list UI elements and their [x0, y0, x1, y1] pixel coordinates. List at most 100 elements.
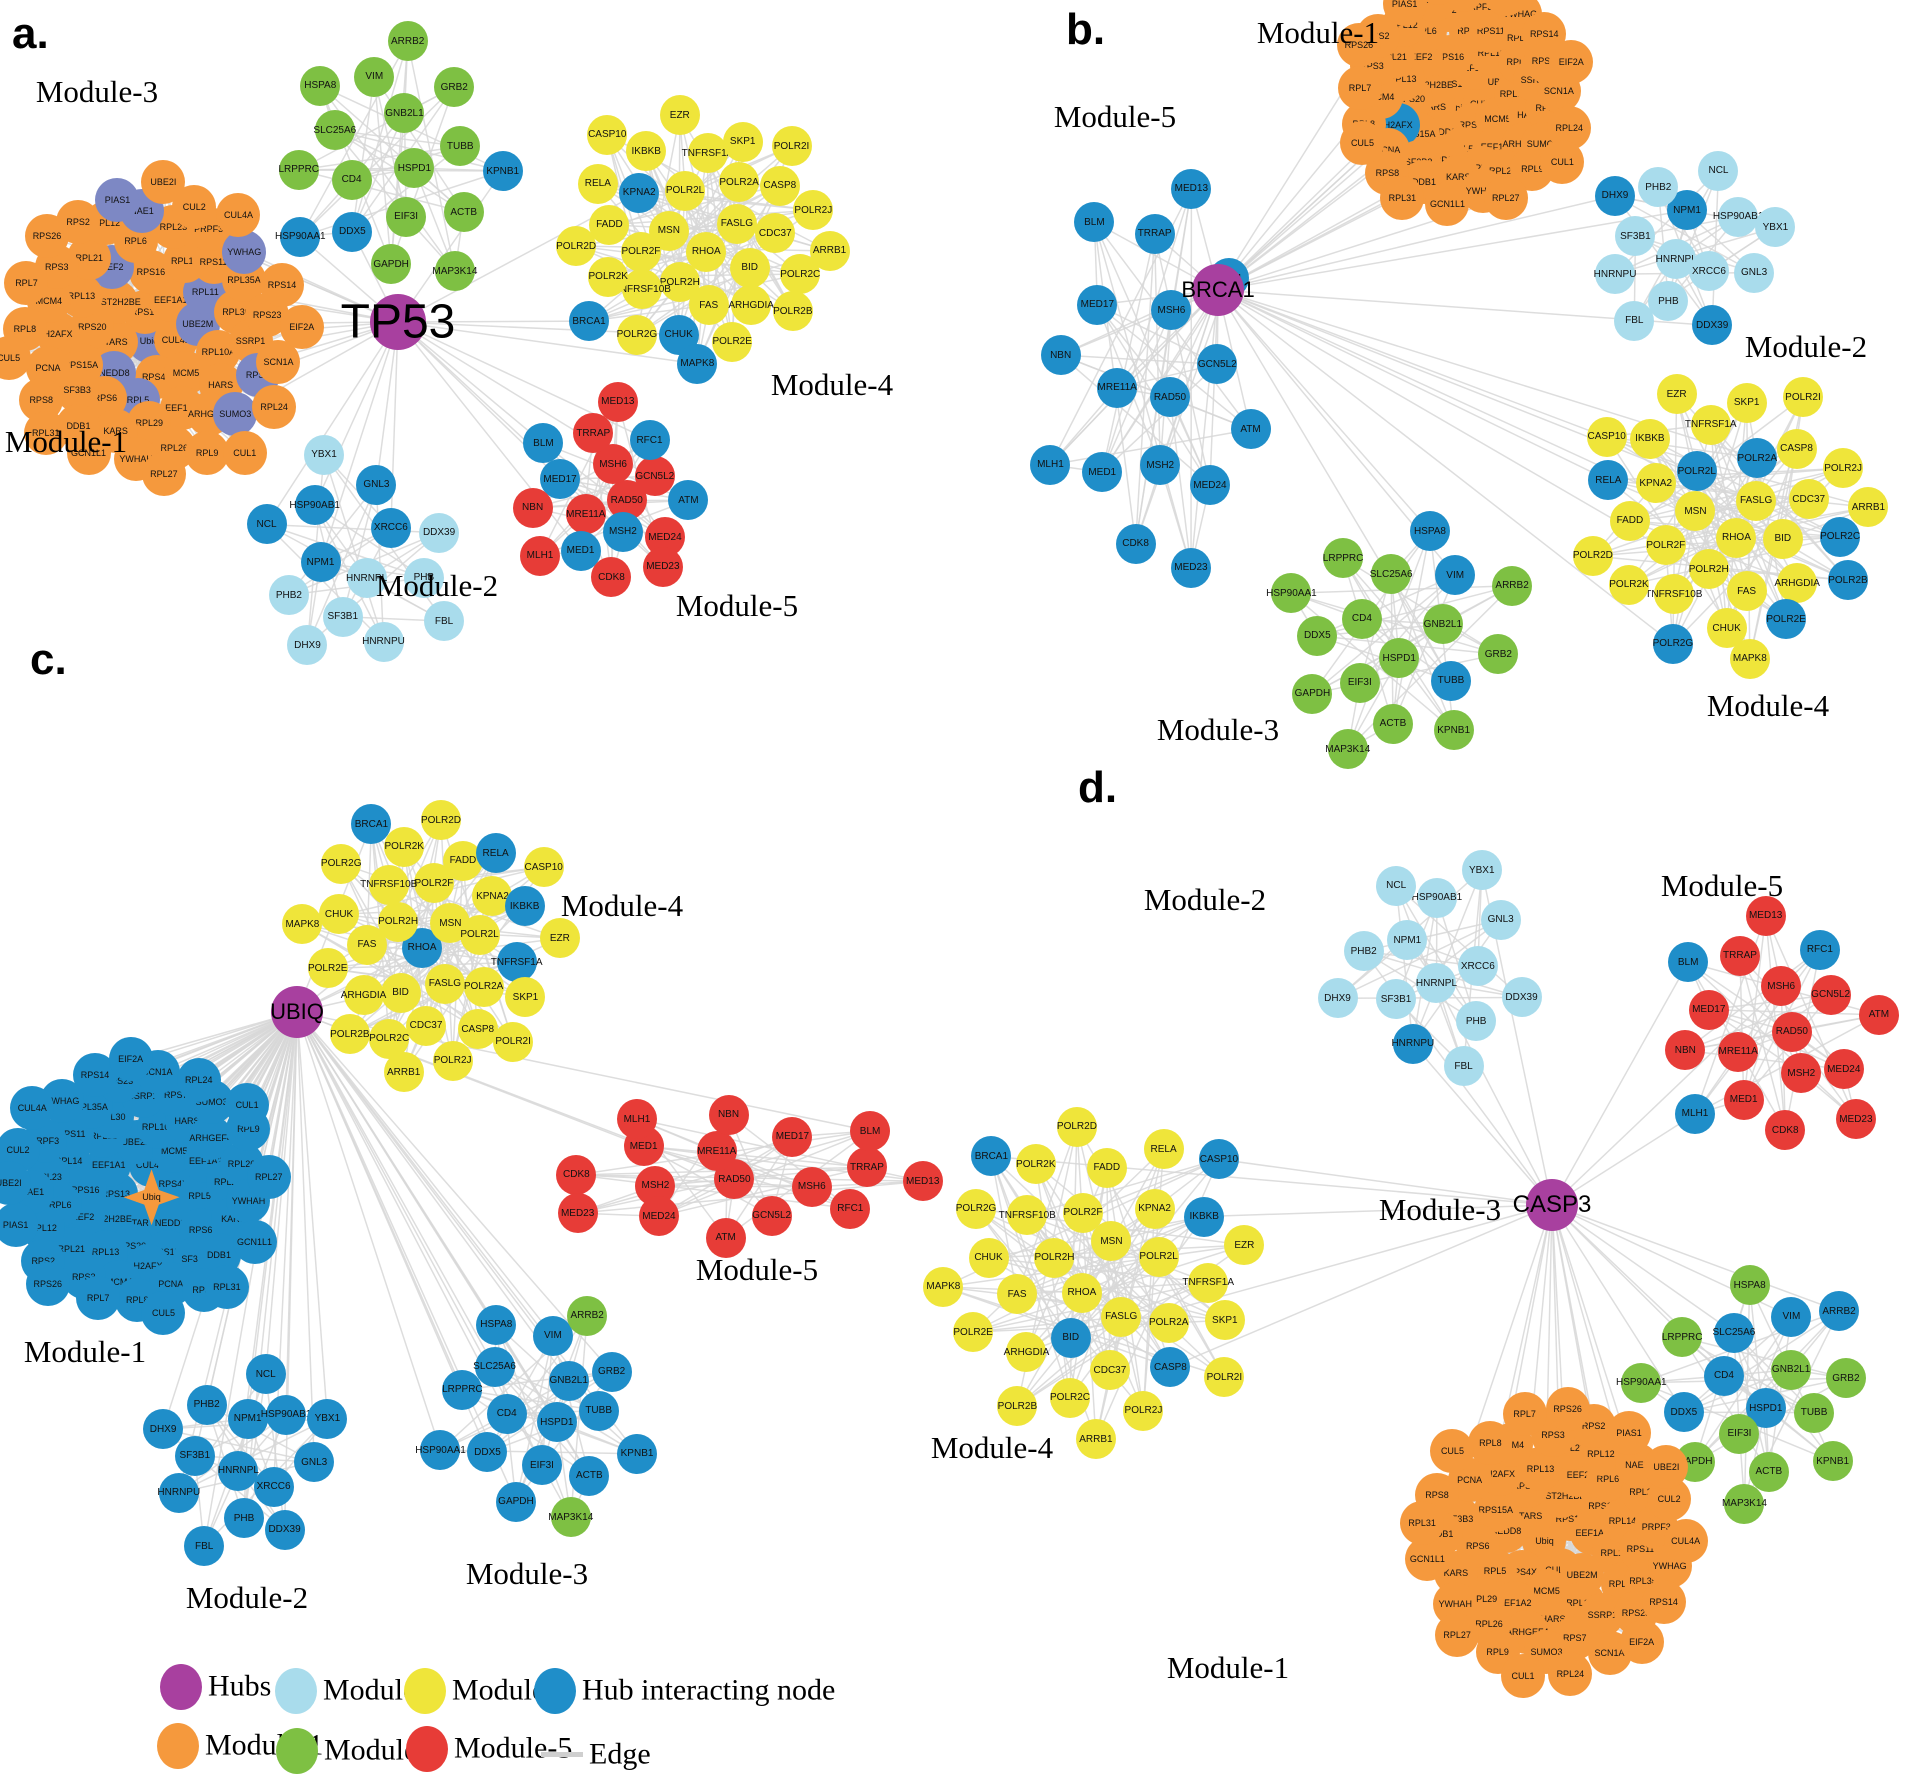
node-polr2f[interactable]: POLR2F: [620, 231, 661, 272]
node-med17[interactable]: MED17: [1077, 284, 1118, 325]
node-map3k14[interactable]: MAP3K14: [1325, 729, 1370, 769]
node-med1[interactable]: MED1: [1082, 452, 1123, 493]
node-tnfrsf1a[interactable]: TNFRSF1A: [682, 133, 733, 174]
node-tnfrsf1a[interactable]: TNFRSF1A: [1685, 404, 1737, 445]
node-blm[interactable]: BLM: [1668, 942, 1709, 983]
node-gcn5l2[interactable]: GCN5L2: [751, 1195, 792, 1236]
node-polr2e[interactable]: POLR2E: [712, 321, 753, 362]
node-cd4[interactable]: CD4: [486, 1393, 527, 1434]
node-pias1[interactable]: PIAS1: [95, 178, 140, 223]
node-rpl24[interactable]: RPL24: [176, 1058, 221, 1103]
node-pias1[interactable]: PIAS1: [1607, 1411, 1651, 1456]
node-dhx9[interactable]: DHX9: [1317, 978, 1358, 1019]
node-ddx5[interactable]: DDX5: [332, 211, 373, 252]
node-polr2i[interactable]: POLR2I: [493, 1021, 534, 1062]
node-rps26[interactable]: RPS26: [24, 213, 69, 258]
node-trrap[interactable]: TRRAP: [846, 1147, 887, 1188]
hub-node-ubiq[interactable]: [271, 986, 323, 1038]
node-phb[interactable]: PHB: [403, 557, 444, 598]
node-polr2b[interactable]: POLR2B: [772, 291, 813, 332]
node-cdc37[interactable]: CDC37: [1788, 479, 1829, 520]
node-vim[interactable]: VIM: [354, 56, 395, 97]
node-polr2d[interactable]: POLR2D: [1056, 1106, 1097, 1147]
node-hsp90ab1[interactable]: HSP90AB1: [289, 485, 340, 526]
node-hspa8[interactable]: HSPA8: [476, 1304, 517, 1345]
hub-node-tp53[interactable]: [370, 294, 426, 350]
node-skp1[interactable]: SKP1: [722, 121, 763, 162]
node-mapk8[interactable]: MAPK8: [677, 343, 718, 384]
node-lrpprc[interactable]: LRPPRC: [1323, 538, 1363, 579]
node-casp10[interactable]: CASP10: [1586, 416, 1627, 457]
node-polr2b[interactable]: POLR2B: [1827, 560, 1868, 601]
node-hsp90ab1[interactable]: HSP90AB1: [1713, 196, 1763, 237]
node-kpna2[interactable]: KPNA2: [1635, 463, 1676, 504]
node-eif2a[interactable]: EIF2A: [1549, 39, 1594, 84]
node-dhx9[interactable]: DHX9: [287, 625, 328, 666]
node-polr2g[interactable]: POLR2G: [321, 843, 362, 884]
node-ikbkb[interactable]: IKBKB: [1629, 418, 1670, 459]
node-cdc37[interactable]: CDC37: [406, 1005, 447, 1046]
node-rpl27[interactable]: RPL27: [141, 452, 186, 497]
node-fbl[interactable]: FBL: [424, 601, 465, 642]
node-polr2e[interactable]: POLR2E: [307, 948, 348, 989]
node-blm[interactable]: BLM: [523, 423, 564, 464]
node-polr2c[interactable]: POLR2C: [369, 1018, 409, 1059]
node-mre11a[interactable]: MRE11A: [565, 494, 606, 535]
node-msh2[interactable]: MSH2: [1140, 445, 1181, 486]
node-tnfrsf10b[interactable]: TNFRSF10B: [614, 269, 671, 309]
node-rpl7[interactable]: RPL7: [1502, 1391, 1547, 1436]
node-kpnb1[interactable]: KPNB1: [1812, 1441, 1853, 1482]
node-nbn[interactable]: NBN: [708, 1094, 749, 1135]
node-mlh1[interactable]: MLH1: [1674, 1093, 1715, 1134]
node-mapk8[interactable]: MAPK8: [1729, 638, 1770, 679]
node-ddx39[interactable]: DDX39: [264, 1509, 305, 1550]
node-vim[interactable]: VIM: [1771, 1296, 1812, 1337]
node-cul2[interactable]: CUL2: [1440, 0, 1485, 12]
node-kpna2[interactable]: KPNA2: [619, 172, 660, 213]
node-med13[interactable]: MED13: [597, 381, 638, 422]
node-phb[interactable]: PHB: [1456, 1001, 1497, 1042]
node-cul4a[interactable]: CUL4A: [216, 193, 261, 238]
node-rpl7[interactable]: RPL7: [4, 261, 49, 306]
node-ezr[interactable]: EZR: [1224, 1225, 1265, 1266]
node-polr2l[interactable]: POLR2L: [459, 914, 500, 955]
node-slc25a6[interactable]: SLC25A6: [1370, 554, 1413, 595]
node-rps14[interactable]: RPS14: [1641, 1579, 1686, 1624]
node-eif2a[interactable]: EIF2A: [279, 305, 324, 350]
node-ybx1[interactable]: YBX1: [307, 1398, 348, 1439]
node-polr2d[interactable]: POLR2D: [556, 226, 596, 267]
node-bid[interactable]: BID: [729, 247, 770, 288]
node-eif3i[interactable]: EIF3I: [386, 196, 427, 237]
node-polr2d[interactable]: POLR2D: [420, 800, 461, 840]
node-ybx1[interactable]: YBX1: [304, 434, 344, 475]
node-gcn1l1[interactable]: GCN1L1: [66, 431, 111, 476]
node-vim[interactable]: VIM: [1435, 555, 1476, 596]
node-fas[interactable]: FAS: [346, 924, 387, 965]
node-ncl[interactable]: NCL: [1376, 865, 1417, 906]
node-ddx39[interactable]: DDX39: [1692, 305, 1733, 346]
node-med17[interactable]: MED17: [772, 1116, 813, 1157]
node-grb2[interactable]: GRB2: [591, 1351, 632, 1392]
node-xrcc6[interactable]: XRCC6: [370, 507, 411, 548]
node-brca1[interactable]: BRCA1: [351, 804, 392, 845]
hub-node-brca1[interactable]: [1192, 264, 1244, 316]
node-cul1[interactable]: CUL1: [1500, 1654, 1545, 1699]
node-gnl3[interactable]: GNL3: [294, 1442, 335, 1483]
node-med23[interactable]: MED23: [642, 546, 683, 587]
node-polr2i[interactable]: POLR2I: [771, 126, 812, 167]
node-trrap[interactable]: TRRAP: [1134, 213, 1175, 254]
node-kpnb1[interactable]: KPNB1: [617, 1433, 658, 1474]
node-polr2f[interactable]: POLR2F: [1063, 1192, 1103, 1233]
node-mre11a[interactable]: MRE11A: [696, 1131, 737, 1172]
node-msh6[interactable]: MSH6: [1151, 290, 1192, 330]
node-kpnb1[interactable]: KPNB1: [1433, 710, 1474, 751]
node-cdk8[interactable]: CDK8: [1115, 523, 1156, 564]
node-hnrnpu[interactable]: HNRNPU: [1594, 254, 1636, 295]
node-mlh1[interactable]: MLH1: [520, 535, 561, 576]
node-arrb2[interactable]: ARRB2: [567, 1295, 608, 1336]
node-hspa8[interactable]: HSPA8: [1409, 511, 1450, 552]
node-hsp90aa1[interactable]: HSP90AA1: [1266, 573, 1317, 614]
node-map3k14[interactable]: MAP3K14: [548, 1497, 593, 1538]
node-blm[interactable]: BLM: [850, 1111, 891, 1151]
node-phb2[interactable]: PHB2: [186, 1384, 227, 1425]
